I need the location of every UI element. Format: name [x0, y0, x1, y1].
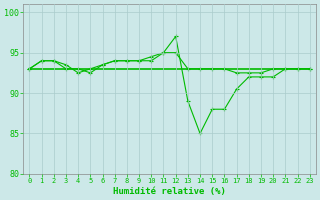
X-axis label: Humidité relative (%): Humidité relative (%) — [113, 187, 226, 196]
